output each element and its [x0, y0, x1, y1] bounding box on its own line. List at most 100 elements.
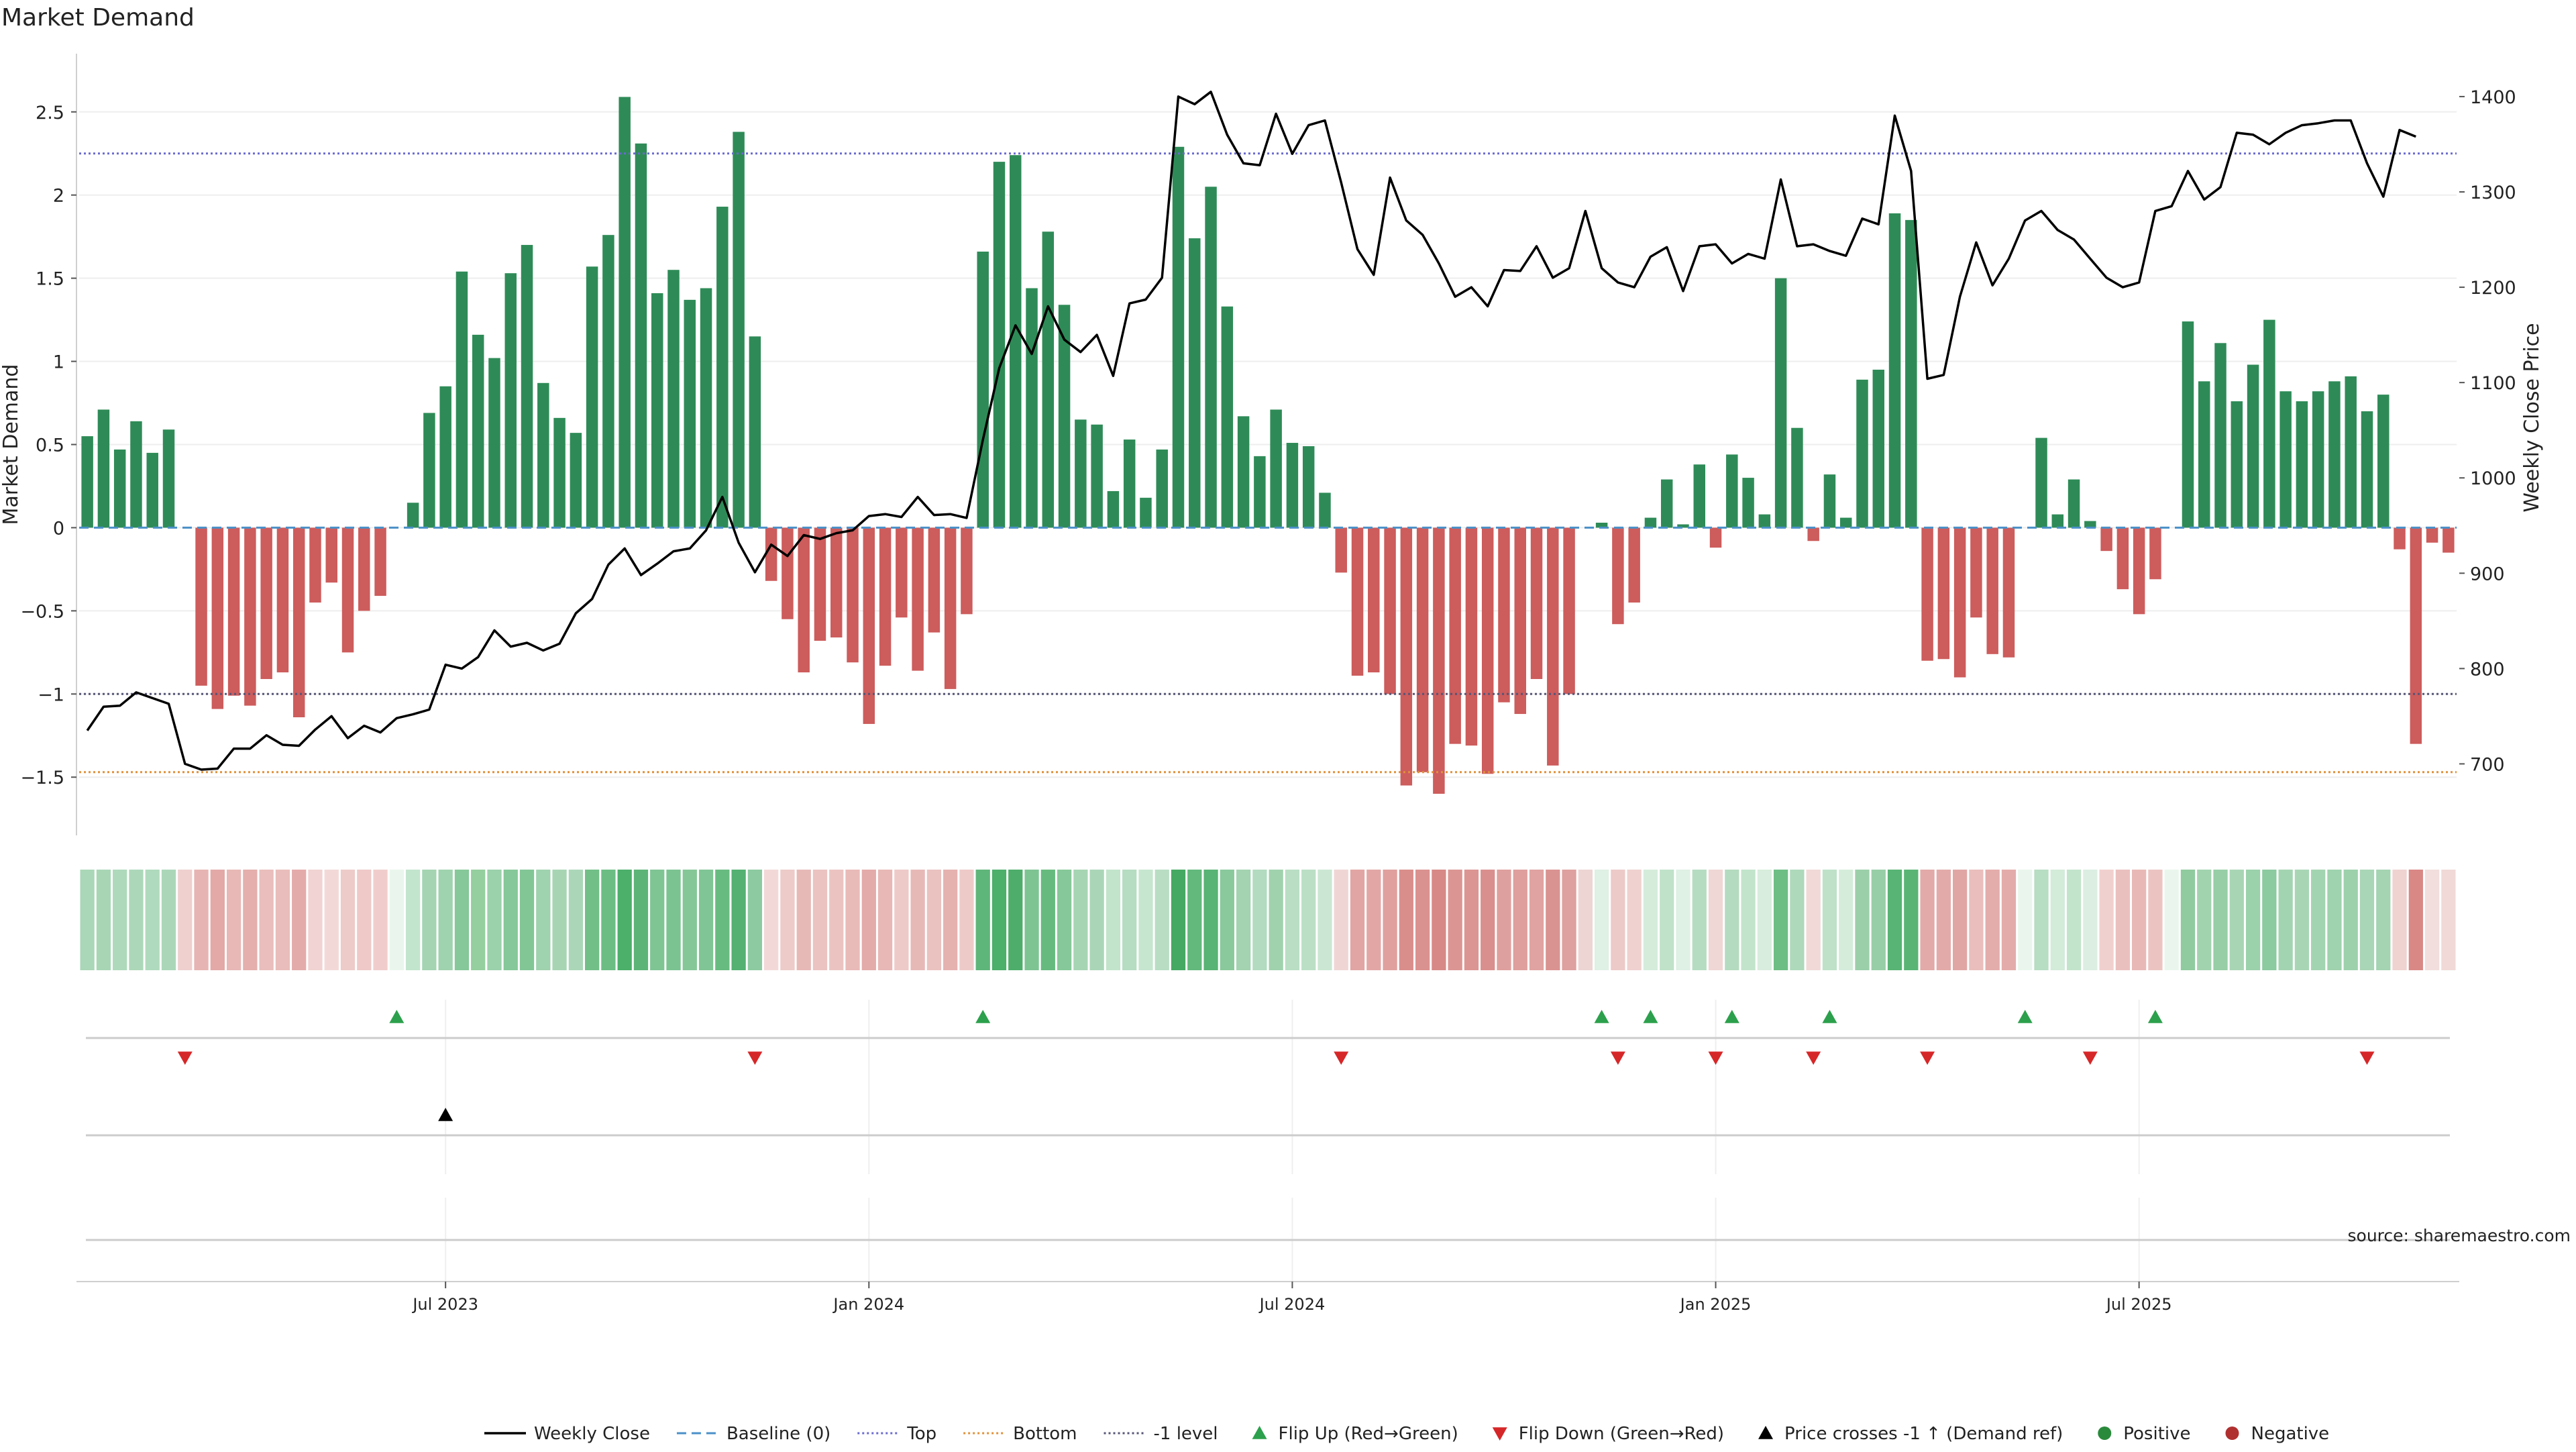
demand-bar: [1856, 379, 1868, 528]
demand-bar: [1514, 527, 1526, 715]
demand-bar: [1660, 479, 1673, 528]
legend-label: Price crosses -1 ↑ (Demand ref): [1784, 1424, 2063, 1444]
heat-cell: [1334, 870, 1348, 970]
heat-cell: [487, 870, 502, 970]
heat-cell: [243, 870, 258, 970]
demand-panel: 2.5 2 1.5 1 0.5 0 −0.5 −1 −1.5 1400 1300 1200 1100 10…: [0, 54, 2544, 835]
demand-bar: [667, 270, 680, 528]
heat-cell: [1318, 870, 1332, 970]
y2-tick-label: 1000: [2470, 468, 2516, 489]
demand-bar: [814, 527, 826, 641]
heat-cell: [1822, 870, 1837, 970]
flip-up-marker: [1643, 1010, 1658, 1023]
heat-cell: [226, 870, 241, 970]
heat-cell: [422, 870, 437, 970]
legend-circle-icon: [2098, 1427, 2112, 1440]
demand-bar: [407, 503, 419, 528]
demand-bar: [2214, 343, 2226, 528]
demand-heat-strip: [80, 870, 2456, 970]
demand-bar: [1205, 187, 1217, 528]
demand-bar: [1726, 454, 1738, 528]
heat-cell: [389, 870, 404, 970]
heat-cell: [1692, 870, 1707, 970]
legend-item: Flip Up (Red→Green): [1252, 1424, 1458, 1444]
heat-cell: [910, 870, 925, 970]
demand-bar: [1172, 146, 1185, 528]
heat-cell: [1008, 870, 1023, 970]
demand-bar: [276, 527, 289, 673]
heat-cell: [584, 870, 600, 970]
heat-cell: [1546, 870, 1560, 970]
demand-bar: [1368, 527, 1380, 673]
demand-bar: [2100, 527, 2112, 552]
demand-bar: [2247, 364, 2259, 528]
heat-cell: [975, 870, 990, 970]
demand-bar: [2198, 381, 2210, 528]
legend: Weekly Close Baseline (0) Top Bottom -1 leve…: [484, 1424, 2329, 1444]
flip-up-marker: [1594, 1010, 1609, 1023]
demand-bar: [1839, 517, 1852, 528]
legend-label: Bottom: [1013, 1424, 1077, 1444]
legend-label: Flip Up (Red→Green): [1279, 1424, 1458, 1444]
legend-label: Top: [906, 1424, 936, 1444]
demand-bar: [1530, 527, 1543, 679]
heat-cell: [1871, 870, 1886, 970]
heat-cell: [292, 870, 307, 970]
demand-bar: [879, 527, 892, 666]
demand-bar: [1905, 219, 1917, 528]
demand-bar: [2051, 514, 2064, 528]
demand-bar: [602, 235, 614, 528]
demand-bar: [325, 527, 337, 583]
demand-bar: [292, 527, 305, 718]
heat-cell: [1187, 870, 1202, 970]
heat-cell: [1464, 870, 1479, 970]
demand-bar: [2410, 527, 2422, 744]
heat-cell: [1562, 870, 1576, 970]
demand-bar: [1888, 213, 1901, 528]
demand-bar: [1075, 419, 1087, 528]
heat-cell: [1301, 870, 1316, 970]
heat-cell: [1432, 870, 1446, 970]
weekly-close-line: [86, 91, 2416, 771]
heat-cell: [1155, 870, 1169, 970]
demand-bar: [1823, 474, 1836, 528]
demand-bar: [1433, 527, 1445, 794]
legend-label: Weekly Close: [534, 1424, 650, 1444]
heat-cell: [1171, 870, 1186, 970]
demand-bar: [1026, 288, 1038, 528]
demand-bar: [2084, 521, 2096, 528]
demand-bar: [504, 273, 517, 528]
heat-cell: [568, 870, 583, 970]
heat-cell: [698, 870, 714, 970]
heat-cell: [1383, 870, 1397, 970]
demand-bar: [1335, 527, 1347, 573]
y2-tick-label: 800: [2470, 659, 2505, 680]
demand-bar: [1709, 527, 1722, 548]
flip-up-marker: [2017, 1010, 2033, 1023]
heat-cell: [1904, 870, 1919, 970]
heat-cell: [1106, 870, 1121, 970]
heat-cell: [1481, 870, 1495, 970]
heat-cell: [2034, 870, 2049, 970]
legend-label: Positive: [2123, 1424, 2190, 1444]
y-tick-label: −1.5: [20, 768, 64, 788]
heat-cell: [357, 870, 372, 970]
demand-bar: [488, 358, 500, 528]
heat-cell: [1057, 870, 1072, 970]
demand-bar: [1791, 427, 1803, 528]
heat-cell: [2018, 870, 2033, 970]
demand-bar: [830, 527, 843, 638]
heat-cell: [601, 870, 616, 970]
heat-cell: [1855, 870, 1870, 970]
heat-cell: [943, 870, 958, 970]
legend-item: Negative: [2225, 1424, 2329, 1444]
heat-cell: [1024, 870, 1039, 970]
demand-bar: [896, 527, 908, 618]
y-tick-label: 1.5: [36, 269, 64, 290]
heat-cell: [2392, 870, 2407, 970]
demand-bar: [700, 288, 712, 528]
heat-cell: [1757, 870, 1772, 970]
heat-cell: [1529, 870, 1544, 970]
demand-bar: [2182, 321, 2194, 528]
heat-cell: [471, 870, 486, 970]
